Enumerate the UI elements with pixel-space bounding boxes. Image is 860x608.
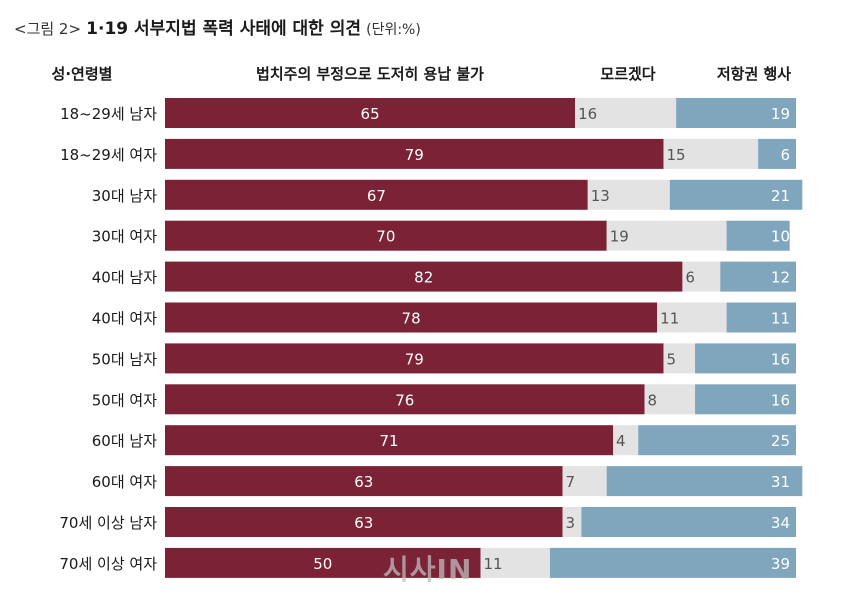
bar-2 bbox=[682, 261, 721, 292]
bar-2 bbox=[613, 425, 639, 456]
data-label-3: 21 bbox=[771, 187, 790, 205]
legend-label-3: 저항권 행사 bbox=[717, 65, 791, 83]
category-label: 50대 남자 bbox=[92, 350, 157, 368]
bar-3 bbox=[726, 302, 796, 333]
chart-title: <그림 2> 1·19 서부지법 폭력 사태에 대한 의견 (단위:%) bbox=[14, 14, 421, 45]
bar-1 bbox=[165, 179, 588, 210]
data-label-3: 6 bbox=[780, 146, 790, 164]
data-label-3: 11 bbox=[771, 310, 790, 328]
data-label-3: 31 bbox=[771, 473, 790, 491]
unit-label: (단위:%) bbox=[366, 22, 421, 38]
category-label: 60대 여자 bbox=[92, 473, 157, 491]
bar-1 bbox=[165, 466, 563, 497]
data-label-1: 70 bbox=[376, 228, 395, 246]
bar-3 bbox=[638, 425, 796, 456]
data-label-2: 4 bbox=[616, 432, 626, 450]
data-label-3: 34 bbox=[771, 514, 790, 532]
bar-1 bbox=[165, 98, 576, 128]
bar-1 bbox=[165, 302, 658, 333]
category-label: 40대 남자 bbox=[92, 269, 157, 287]
bar-1 bbox=[165, 261, 683, 292]
bar-3 bbox=[669, 179, 803, 210]
data-label-2: 8 bbox=[648, 391, 658, 409]
legend-label-2: 모르겠다 bbox=[600, 65, 655, 83]
data-label-1: 76 bbox=[395, 391, 414, 409]
data-label-1: 79 bbox=[405, 146, 424, 164]
category-label: 60대 남자 bbox=[92, 432, 157, 450]
category-label: 18~29세 여자 bbox=[60, 146, 157, 164]
bar-3 bbox=[581, 507, 796, 537]
figure-number: <그림 2> bbox=[14, 20, 82, 38]
bar-3 bbox=[726, 220, 790, 251]
data-label-1: 78 bbox=[402, 310, 421, 328]
data-label-1: 71 bbox=[379, 432, 398, 450]
chart-title-text: 1·19 서부지법 폭력 사태에 대한 의견 bbox=[86, 19, 362, 39]
category-label: 50대 여자 bbox=[92, 391, 157, 409]
data-label-3: 19 bbox=[771, 105, 790, 123]
data-label-2: 13 bbox=[591, 187, 610, 205]
data-label-1: 82 bbox=[414, 269, 433, 287]
bar-2 bbox=[663, 343, 696, 374]
bar-1 bbox=[165, 220, 607, 251]
data-label-2: 5 bbox=[666, 350, 676, 368]
data-label-3: 16 bbox=[771, 391, 790, 409]
bar-3 bbox=[676, 98, 796, 128]
legend-label-1: 법치주의 부정으로 도저히 용납 불가 bbox=[256, 65, 484, 83]
bar-2 bbox=[562, 507, 582, 537]
bar-2 bbox=[575, 98, 677, 128]
data-label-1: 67 bbox=[367, 187, 386, 205]
data-label-2: 7 bbox=[566, 473, 576, 491]
category-label: 18~29세 남자 bbox=[60, 105, 157, 123]
data-label-3: 10 bbox=[771, 228, 790, 246]
category-label: 40대 여자 bbox=[92, 310, 157, 328]
bar-1 bbox=[165, 425, 614, 456]
bar-1 bbox=[165, 343, 664, 374]
data-label-2: 3 bbox=[566, 514, 576, 532]
data-label-2: 15 bbox=[666, 146, 685, 164]
bar-2 bbox=[663, 138, 759, 169]
bar-2 bbox=[657, 302, 727, 333]
bar-2 bbox=[587, 179, 670, 210]
bar-3 bbox=[549, 547, 796, 578]
data-label-2: 16 bbox=[578, 105, 597, 123]
bar-1 bbox=[165, 507, 563, 537]
data-label-3: 39 bbox=[771, 555, 790, 573]
data-label-3: 25 bbox=[771, 432, 790, 450]
bar-3 bbox=[695, 384, 796, 415]
data-label-1: 50 bbox=[313, 555, 332, 573]
bar-3 bbox=[758, 138, 796, 169]
category-label: 70세 이상 남자 bbox=[59, 514, 157, 532]
data-label-1: 63 bbox=[354, 473, 373, 491]
category-header: 성·연령별 bbox=[52, 65, 113, 83]
category-label: 70세 이상 여자 bbox=[59, 555, 157, 573]
data-label-1: 63 bbox=[354, 514, 373, 532]
data-label-1: 65 bbox=[361, 105, 380, 123]
watermark: 시사IN bbox=[383, 553, 473, 586]
bar-3 bbox=[695, 343, 796, 374]
bar-2 bbox=[644, 384, 696, 415]
data-label-2: 11 bbox=[484, 555, 503, 573]
data-label-2: 11 bbox=[660, 310, 679, 328]
bar-2 bbox=[606, 220, 727, 251]
bar-3 bbox=[606, 466, 803, 497]
data-label-1: 79 bbox=[405, 350, 424, 368]
bar-1 bbox=[165, 138, 664, 169]
bar-2 bbox=[480, 547, 550, 578]
data-label-2: 19 bbox=[610, 228, 629, 246]
data-label-3: 16 bbox=[771, 350, 790, 368]
data-label-2: 6 bbox=[685, 269, 695, 287]
data-label-3: 12 bbox=[771, 269, 790, 287]
category-label: 30대 남자 bbox=[92, 187, 157, 205]
bar-1 bbox=[165, 547, 481, 578]
category-label: 30대 여자 bbox=[92, 228, 157, 246]
bar-1 bbox=[165, 384, 645, 415]
bar-3 bbox=[720, 261, 796, 292]
bar-2 bbox=[562, 466, 607, 497]
